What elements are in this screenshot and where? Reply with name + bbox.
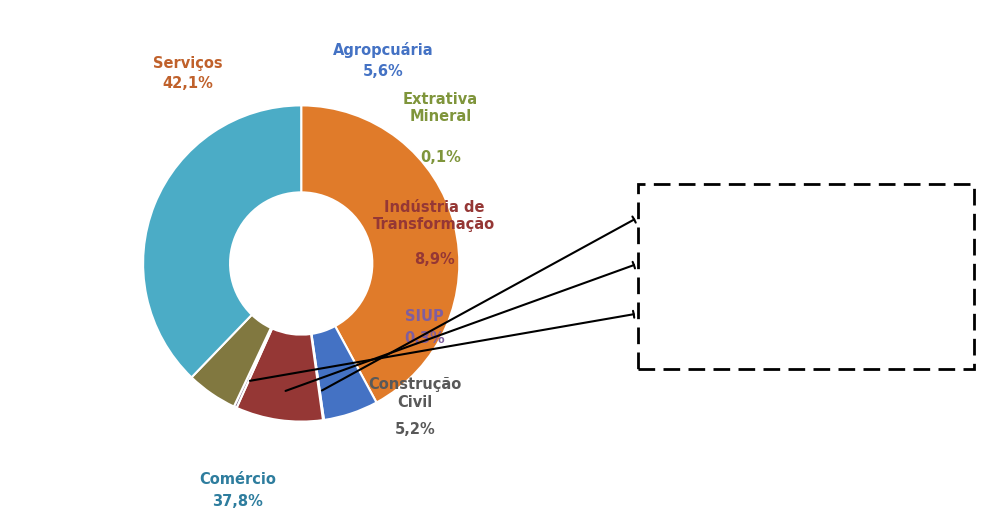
Wedge shape [301, 105, 458, 403]
Text: Comércio: Comércio [200, 472, 276, 487]
Text: Indústria de
Transformação: Indústria de Transformação [372, 200, 494, 232]
Wedge shape [237, 328, 323, 422]
Wedge shape [311, 334, 324, 420]
Wedge shape [143, 105, 301, 377]
Text: Serviços: Serviços [152, 56, 222, 71]
Text: 42,1%: 42,1% [161, 76, 213, 91]
Text: 37,8%: 37,8% [213, 494, 263, 509]
Text: Extrativa
Mineral: Extrativa Mineral [402, 92, 477, 124]
Text: 0,1%: 0,1% [419, 151, 460, 165]
Text: SIUP: SIUP [405, 309, 443, 324]
Wedge shape [192, 315, 271, 406]
Text: Agropcuária: Agropcuária [333, 42, 433, 58]
Text: Construção
Civil: Construção Civil [368, 377, 461, 409]
Text: 0,3%: 0,3% [404, 331, 444, 346]
Wedge shape [234, 328, 272, 408]
Text: 5,2%: 5,2% [394, 422, 435, 436]
Text: 9,3%: 9,3% [780, 295, 829, 314]
Text: Indústria Total: Indústria Total [732, 249, 878, 267]
Text: 5,6%: 5,6% [363, 64, 403, 79]
Text: 8,9%: 8,9% [413, 252, 454, 267]
Wedge shape [311, 326, 376, 420]
